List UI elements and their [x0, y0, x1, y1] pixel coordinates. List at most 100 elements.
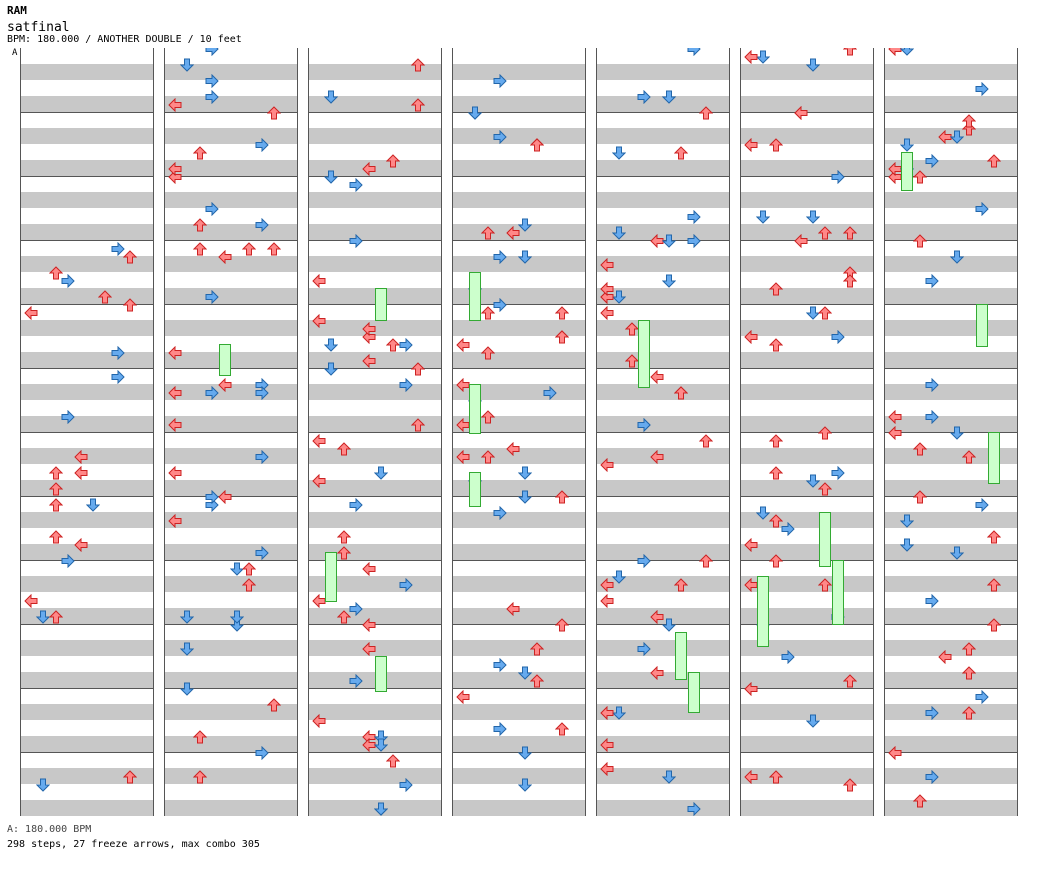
step-arrow-icon — [949, 545, 965, 564]
measure-line — [309, 496, 441, 497]
measure-line — [885, 304, 1017, 305]
step-arrow-icon — [324, 169, 339, 188]
step-arrow-icon — [962, 641, 977, 660]
step-arrow-icon — [517, 489, 533, 508]
step-arrow-icon — [661, 617, 677, 636]
freeze-arrow — [469, 272, 482, 321]
step-arrow-icon — [192, 217, 208, 236]
step-arrow-icon — [255, 217, 269, 236]
freeze-arrow — [638, 320, 651, 388]
step-arrow-icon — [554, 617, 570, 636]
step-arrow-icon — [600, 705, 614, 724]
measure-line — [453, 240, 585, 241]
step-arrow-icon — [456, 377, 470, 396]
measure-line — [21, 176, 153, 177]
step-arrow-icon — [612, 705, 627, 724]
song-title: satfinal — [7, 20, 70, 35]
measure-line — [885, 368, 1017, 369]
step-arrow-icon — [255, 545, 269, 564]
chart-column — [308, 48, 442, 816]
step-arrow-icon — [912, 169, 928, 188]
step-arrow-icon — [768, 553, 784, 572]
step-arrow-icon — [744, 137, 758, 156]
measure-line — [453, 176, 585, 177]
step-arrow-icon — [493, 297, 507, 316]
step-arrow-icon — [336, 609, 352, 628]
measure-line — [597, 496, 729, 497]
measure-line — [21, 752, 153, 753]
step-arrow-icon — [744, 537, 758, 556]
step-arrow-icon — [386, 153, 401, 172]
step-arrow-icon — [925, 273, 939, 292]
step-arrow-icon — [925, 409, 939, 428]
step-arrow-icon — [410, 417, 426, 436]
measure-line — [165, 176, 297, 177]
measure-line — [165, 240, 297, 241]
step-arrow-icon — [900, 537, 915, 556]
step-arrow-icon — [61, 409, 75, 428]
freeze-arrow — [675, 632, 688, 680]
step-arrow-icon — [975, 81, 989, 100]
measure-line — [165, 752, 297, 753]
measure-line — [165, 304, 297, 305]
step-arrow-icon — [637, 417, 651, 436]
freeze-arrow — [901, 152, 914, 191]
measure-line — [309, 240, 441, 241]
step-arrow-icon — [205, 48, 219, 60]
step-arrow-icon — [600, 305, 614, 324]
measure-line — [21, 432, 153, 433]
step-arrow-icon — [831, 465, 845, 484]
measure-line — [453, 560, 585, 561]
step-arrow-icon — [637, 89, 651, 108]
step-arrow-icon — [456, 689, 470, 708]
step-arrow-icon — [912, 793, 928, 812]
step-arrow-icon — [373, 801, 389, 816]
step-arrow-icon — [756, 505, 771, 524]
measure-line — [741, 624, 873, 625]
step-arrow-icon — [818, 481, 833, 500]
measure-line — [165, 112, 297, 113]
step-arrow-icon — [768, 337, 784, 356]
measure-line — [741, 688, 873, 689]
step-arrow-icon — [925, 377, 939, 396]
step-arrow-icon — [986, 617, 1002, 636]
step-arrow-icon — [373, 737, 389, 756]
step-arrow-icon — [649, 665, 664, 684]
measure-line — [741, 496, 873, 497]
step-arrow-icon — [242, 577, 257, 596]
freeze-arrow — [325, 552, 338, 602]
step-arrow-icon — [480, 305, 496, 324]
step-arrow-icon — [480, 345, 496, 364]
chart-info: BPM: 180.000 / ANOTHER DOUBLE / 10 feet — [7, 34, 242, 45]
step-arrow-icon — [818, 305, 833, 324]
step-arrow-icon — [122, 297, 138, 316]
step-arrow-icon — [361, 641, 376, 660]
step-arrow-icon — [205, 201, 219, 220]
step-arrow-icon — [312, 473, 326, 492]
step-arrow-icon — [888, 745, 902, 764]
step-arrow-icon — [756, 209, 771, 228]
step-arrow-icon — [768, 465, 784, 484]
step-arrow-icon — [649, 369, 664, 388]
step-arrow-icon — [349, 233, 363, 252]
step-arrow-icon — [180, 609, 195, 628]
step-arrow-icon — [168, 385, 182, 404]
step-arrow-icon — [324, 89, 339, 108]
step-arrow-icon — [805, 305, 821, 324]
chart-column — [884, 48, 1018, 816]
step-arrow-icon — [768, 433, 784, 452]
step-arrow-icon — [48, 481, 64, 500]
step-arrow-icon — [624, 353, 640, 372]
step-arrow-icon — [768, 769, 784, 788]
step-arrow-icon — [266, 241, 282, 260]
step-arrow-icon — [661, 89, 677, 108]
freeze-arrow — [831, 560, 844, 625]
step-arrow-icon — [410, 97, 426, 116]
step-arrow-icon — [744, 329, 758, 348]
step-arrow-icon — [312, 593, 326, 612]
step-arrow-icon — [925, 705, 939, 724]
step-arrow-icon — [255, 137, 269, 156]
step-arrow-icon — [517, 217, 533, 236]
step-arrow-icon — [205, 73, 219, 92]
step-arrow-icon — [793, 105, 808, 124]
